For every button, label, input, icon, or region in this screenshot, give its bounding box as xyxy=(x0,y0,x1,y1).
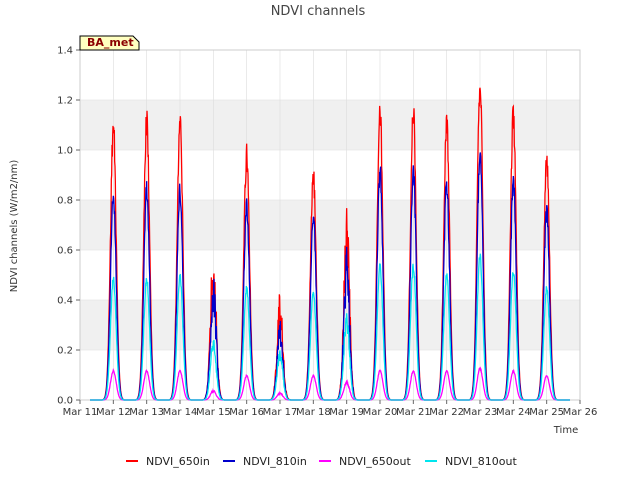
badge-label: BA_met xyxy=(87,36,134,49)
x-tick-label: Mar 23 xyxy=(463,407,498,418)
y-axis-ticks: 0.0 0.2 0.4 0.6 0.8 1.0 1.2 1.4 xyxy=(57,46,80,407)
legend-label: NDVI_810in xyxy=(243,455,307,468)
y-tick-label: 0.4 xyxy=(57,296,73,307)
x-tick-label: Mar 26 xyxy=(563,407,598,418)
x-tick-label: Mar 19 xyxy=(329,407,364,418)
x-tick-label: Mar 15 xyxy=(196,407,231,418)
background-band xyxy=(80,300,580,350)
x-tick-label: Mar 24 xyxy=(496,407,531,418)
y-tick-label: 0.0 xyxy=(57,396,73,407)
series-line-ndvi-810out xyxy=(90,253,570,401)
site-badge: BA_met xyxy=(79,35,140,51)
legend-label: NDVI_650out xyxy=(339,455,411,468)
legend: NDVI_650in NDVI_810in NDVI_650out NDVI_810o… xyxy=(126,455,517,468)
series-line-ndvi-650out xyxy=(90,366,570,401)
x-tick-label: Mar 13 xyxy=(129,407,164,418)
x-axis-label: Time xyxy=(553,425,578,436)
x-tick-label: Mar 25 xyxy=(529,407,564,418)
badge-box xyxy=(79,35,140,51)
series-line-ndvi-810in xyxy=(90,152,570,401)
y-tick-label: 1.4 xyxy=(57,46,73,57)
y-tick-label: 0.2 xyxy=(57,346,73,357)
y-tick-label: 0.8 xyxy=(57,196,73,207)
y-tick-label: 1.0 xyxy=(57,146,73,157)
background-band xyxy=(80,100,580,150)
x-tick-label: Mar 14 xyxy=(163,407,198,418)
series-lines xyxy=(90,87,570,401)
legend-label: NDVI_810out xyxy=(445,455,517,468)
y-axis-label: NDVI channels (W/m2/nm) xyxy=(9,160,20,293)
y-tick-label: 0.6 xyxy=(57,246,73,257)
x-tick-label: Mar 18 xyxy=(296,407,331,418)
x-tick-label: Mar 20 xyxy=(363,407,398,418)
x-tick-label: Mar 12 xyxy=(96,407,131,418)
background-bands xyxy=(80,100,580,350)
x-tick-label: Mar 16 xyxy=(229,407,264,418)
gridlines xyxy=(79,49,581,401)
x-tick-label: Mar 11 xyxy=(63,407,98,418)
x-tick-label: Mar 17 xyxy=(263,407,298,418)
chart-title: NDVI channels xyxy=(271,4,366,19)
x-tick-label: Mar 21 xyxy=(396,407,431,418)
background-band xyxy=(80,200,580,250)
x-tick-label: Mar 22 xyxy=(429,407,464,418)
y-tick-label: 1.2 xyxy=(57,96,73,107)
legend-label: NDVI_650in xyxy=(146,455,210,468)
